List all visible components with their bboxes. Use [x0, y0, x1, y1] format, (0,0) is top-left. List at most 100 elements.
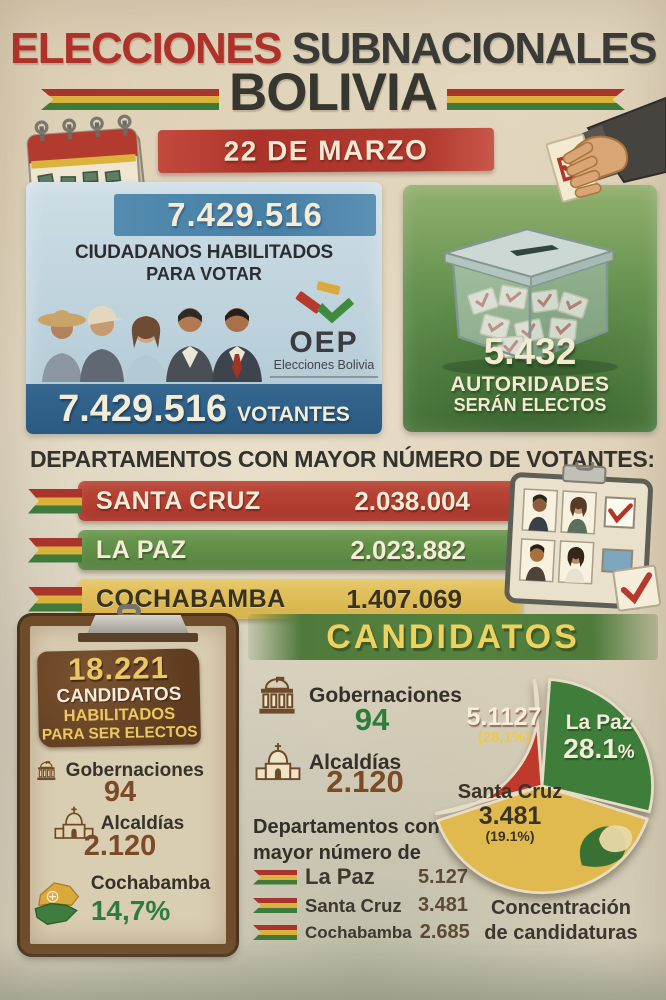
- alcaldias-value: 2.120: [83, 830, 157, 862]
- candidaturas-pie-chart: 5.1127 (28,1%) La Paz 28.1% Santa Cruz 3…: [428, 676, 656, 896]
- alcaldias-label: Alcaldías: [100, 813, 185, 834]
- department-name: Santa Cruz: [305, 894, 402, 916]
- bolivia-flag-ribbon-icon: [253, 869, 297, 885]
- gobernaciones-value: 94: [103, 776, 137, 808]
- bolivia-flag-ribbon-icon: [28, 586, 82, 612]
- alcaldias-label: Alcaldías: [309, 751, 402, 774]
- registered-voters-number: 7.429.516: [114, 194, 376, 236]
- voters-panel: 7.429.516 CIUDADANOS HABILITADOS PARA VO…: [26, 182, 382, 434]
- hand-ballot-icon: [476, 94, 666, 226]
- voters-illustration: [32, 280, 267, 382]
- red-slice-percent: (28,1%): [477, 729, 531, 747]
- government-building-icon: [259, 676, 295, 714]
- green-slice-name: La Paz: [565, 711, 633, 734]
- title-country-row: BOLIVIA: [0, 66, 666, 119]
- bolivia-flag-ribbon-icon: [446, 89, 625, 110]
- candidates-total-line1: CANDIDATOS: [56, 683, 182, 707]
- clipboard-alcaldias-row: Alcaldías: [34, 806, 204, 842]
- votes-bar-row-santa-cruz: SANTA CRUZ 2.038.004: [28, 481, 530, 521]
- oep-logo: OEP Elecciones Bolivia: [270, 280, 378, 378]
- authorities-label-line2: SERÁN ELECTOS: [453, 395, 607, 415]
- pie-label-red-slice: 5.1127 (28,1%): [448, 704, 560, 746]
- cochabamba-value: 14,7%: [90, 894, 171, 926]
- oep-acronym: OEP: [289, 326, 359, 359]
- authorities-number: 5.432: [483, 331, 577, 372]
- authorities-panel: 5.432 AUTORIDADES SERÁN ELECTOS: [403, 185, 657, 432]
- title-word-elecciones: ELECCIONES: [9, 24, 283, 73]
- paper-texture: [0, 938, 666, 1000]
- church-building-icon: [255, 743, 301, 781]
- candidaturas-row-cochabamba: Cochabamba 2.685: [253, 921, 470, 944]
- candidaturas-count: 3.481: [417, 894, 468, 916]
- caption-line1: Concentración: [490, 897, 632, 919]
- pie-caption: Concentración de candidaturas: [472, 896, 650, 946]
- department-votes: 2.038.004: [354, 485, 470, 516]
- candidates-total-number: 18.221: [67, 649, 170, 688]
- votes-bar-row-la-paz: LA PAZ 2.023.882: [28, 530, 526, 570]
- candidatos-alcaldias-row: Alcaldías: [255, 742, 401, 784]
- candidaturas-row-santa-cruz: Santa Cruz 3.481: [253, 894, 468, 917]
- votes-bar-cochabamba: COCHABAMBA 1.407.069: [78, 579, 522, 619]
- red-slice-value: 5.1127: [466, 703, 542, 731]
- clipboard-clip-icon: [86, 615, 190, 636]
- gobernaciones-label: Gobernaciones: [309, 684, 462, 707]
- bolivia-flag-ribbon-icon: [28, 488, 82, 514]
- pie-label-green-slice: La Paz 28.1%: [546, 711, 652, 765]
- title-word-subnacionales: SUBNACIONALES: [291, 24, 658, 73]
- yellow-slice-percent: (19.1%): [485, 828, 535, 845]
- green-slice-percent: 28.1: [563, 733, 618, 765]
- gobernaciones-label: Gobernaciones: [65, 760, 204, 781]
- votes-bar-la-paz: LA PAZ 2.023.882: [78, 530, 526, 570]
- ballot-box-icon: [413, 201, 647, 379]
- clipboard-gobernaciones-row: Gobernaciones: [34, 754, 204, 788]
- gobernaciones-value: 94: [354, 702, 390, 737]
- pie-label-yellow-slice: Santa Cruz 3.481 (19.1%): [440, 782, 580, 844]
- votes-bar-santa-cruz: SANTA CRUZ 2.038.004: [78, 481, 530, 521]
- alcaldias-value: 2.120: [326, 764, 404, 799]
- candidaturas-subheading: Departamentos con mayor número de: [253, 814, 440, 866]
- cochabamba-map-icon: [34, 881, 80, 925]
- votes-bar-row-cochabamba: COCHABAMBA 1.407.069: [28, 579, 522, 619]
- departments-heading: DEPARTAMENTOS CON MAYOR NÚMERO DE VOTANT…: [30, 446, 655, 472]
- church-building-icon: [54, 806, 94, 839]
- bolivia-flag-ribbon-icon: [28, 537, 82, 563]
- department-name: SANTA CRUZ: [96, 486, 261, 515]
- date-banner: 22 DE MARZO: [157, 127, 495, 174]
- yellow-slice-value: 3.481: [478, 802, 542, 830]
- voters-caption-line2: PARA VOTAR: [146, 264, 262, 284]
- candidates-clipboard-icon: [502, 462, 662, 612]
- government-building-icon: [37, 761, 56, 781]
- subheading-line2: mayor número de: [253, 842, 421, 864]
- department-name: LA PAZ: [96, 535, 187, 564]
- department-name: Cochabamba: [305, 922, 412, 942]
- page-title: ELECCIONES SUBNACIONALES: [0, 24, 666, 74]
- clipboard-clip-base: [78, 633, 198, 642]
- department-name: La Paz: [305, 864, 375, 889]
- pie-chart-icon: [434, 678, 655, 895]
- candidatos-section-title: CANDIDATOS: [248, 614, 658, 660]
- authorities-label-line1: AUTORIDADES: [450, 373, 610, 396]
- candidates-total-panel: 18.221 CANDIDATOS HABILITADOS PARA SER E…: [37, 648, 201, 748]
- candidatos-gobernaciones-row: Gobernaciones: [253, 676, 462, 716]
- candidaturas-count: 2.685: [419, 921, 470, 943]
- oep-subtitle: Elecciones Bolivia: [270, 358, 378, 378]
- clipboard-cochabamba-row: Cochabamba 14,7%: [26, 873, 212, 927]
- bolivia-flag-ribbon-icon: [253, 925, 297, 940]
- yellow-slice-name: Santa Cruz: [457, 781, 563, 803]
- caption-line2: de candidaturas: [484, 922, 638, 944]
- oep-mark-icon: [295, 281, 355, 324]
- bolivia-flag-ribbon-icon: [253, 898, 297, 913]
- percent-sign: %: [617, 742, 635, 764]
- voters-caption-line1: CIUDADANOS HABILITADOS: [74, 242, 334, 263]
- candidates-total-line3: PARA SER ELECTOS: [41, 723, 198, 745]
- total-voters-band: 7.429.516 VOTANTES: [26, 384, 382, 434]
- subheading-line1: Departamentos con: [253, 816, 440, 838]
- candidaturas-row-la-paz: La Paz 5.127: [253, 864, 468, 890]
- cochabamba-label: Cochabamba: [90, 873, 211, 894]
- candidaturas-count: 5.127: [417, 865, 468, 888]
- department-votes: 2.023.882: [350, 534, 466, 565]
- bolivia-flag-ribbon-icon: [41, 89, 220, 110]
- total-voters-label: VOTANTES: [237, 403, 350, 426]
- country-title: BOLIVIA: [229, 63, 438, 122]
